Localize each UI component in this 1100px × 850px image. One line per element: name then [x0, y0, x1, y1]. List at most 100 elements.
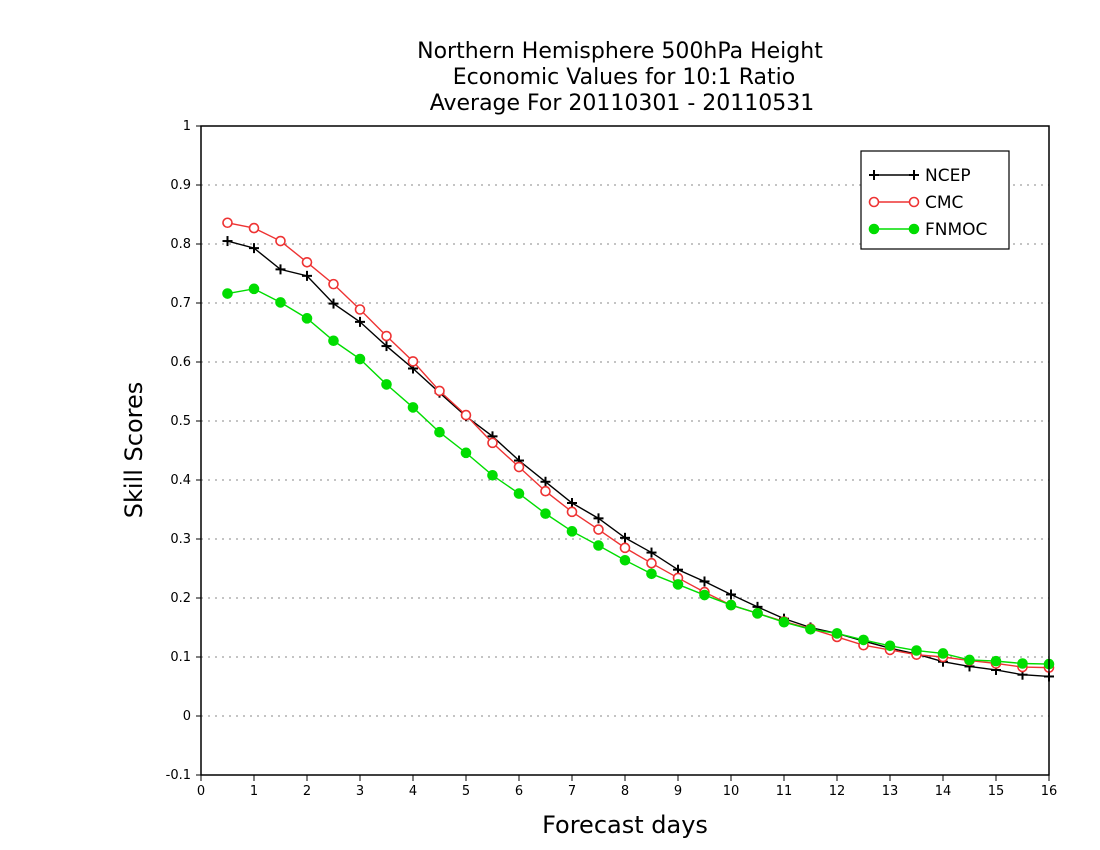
y-axis-label: Skill Scores — [120, 382, 148, 519]
fnmoc-point — [301, 313, 313, 324]
cmc-point — [487, 437, 498, 449]
y-tick-label: 0.7 — [170, 296, 191, 311]
fnmoc-point — [937, 648, 949, 659]
fnmoc-point — [222, 288, 233, 299]
ncep-point — [355, 316, 365, 327]
x-tick-label: 11 — [776, 784, 793, 799]
x-axis: 0 1 2 3 4 5 6 7 8 9 10 11 12 13 14 15 16 — [197, 775, 1057, 799]
cmc-point — [222, 217, 233, 229]
ncep-point — [249, 243, 259, 254]
x-tick-label: 6 — [515, 784, 523, 799]
ncep-point — [699, 576, 710, 587]
fnmoc-point — [646, 568, 657, 580]
ncep-point — [726, 589, 736, 600]
y-tick-label: 0.6 — [170, 355, 191, 370]
fnmoc-point — [354, 353, 366, 365]
chart-title: Northern Hemisphere 500hPa Height Econom… — [417, 39, 823, 116]
y-tick-label: 0.4 — [170, 473, 191, 488]
cmc-point — [248, 222, 260, 234]
x-tick-label: 16 — [1041, 784, 1058, 799]
cmc-point — [434, 385, 445, 397]
ncep-point — [381, 341, 392, 352]
x-tick-label: 8 — [621, 784, 629, 799]
legend-marker — [868, 223, 880, 235]
y-tick-label: 0.2 — [170, 591, 191, 606]
fnmoc-point — [328, 335, 339, 347]
fnmoc-point — [248, 283, 260, 295]
series-fnmoc — [222, 283, 1055, 670]
y-axis: -0.1 0 0.1 0.2 0.3 0.4 0.5 0.6 0.7 0.8 0.9 1 — [166, 119, 201, 783]
fnmoc-point — [434, 426, 445, 438]
ncep-point — [302, 270, 312, 281]
x-tick-label: 1 — [250, 784, 258, 799]
x-tick-label: 14 — [935, 784, 952, 799]
fnmoc-point — [487, 469, 498, 481]
ncep-point — [328, 298, 339, 309]
ncep-point — [222, 236, 233, 247]
legend: NCEP CMC FNMOC — [860, 150, 1010, 250]
cmc-point — [460, 409, 472, 421]
fnmoc-point — [884, 640, 896, 652]
fnmoc-point — [1017, 658, 1028, 669]
ncep-line — [227, 240, 1050, 678]
series-layer — [222, 217, 1055, 682]
y-tick-label: 0 — [183, 709, 191, 724]
x-tick-label: 4 — [409, 784, 417, 799]
cmc-point — [540, 485, 551, 497]
cmc-point — [566, 506, 578, 518]
ncep-point — [540, 476, 551, 487]
fnmoc-point — [460, 447, 472, 459]
fnmoc-point — [513, 488, 525, 499]
legend-box — [860, 150, 1010, 250]
y-tick-label: 0.9 — [170, 178, 191, 193]
cmc-line — [227, 222, 1050, 669]
x-tick-label: 7 — [568, 784, 576, 799]
cmc-point — [646, 557, 657, 569]
x-tick-label: 13 — [882, 784, 899, 799]
legend-marker — [908, 223, 920, 235]
y-tick-label: 0.5 — [170, 414, 191, 429]
gridlines — [201, 184, 1049, 717]
fnmoc-point — [990, 655, 1002, 667]
fnmoc-point — [805, 623, 816, 635]
x-tick-label: 0 — [197, 784, 205, 799]
legend-marker — [908, 196, 920, 208]
ncep-point — [593, 513, 604, 524]
x-tick-label: 9 — [674, 784, 682, 799]
legend-item-fnmoc: FNMOC — [868, 220, 987, 240]
x-tick-label: 15 — [988, 784, 1005, 799]
cmc-point — [354, 304, 366, 315]
y-tick-label: -0.1 — [166, 768, 191, 783]
fnmoc-point — [275, 297, 286, 308]
legend-marker — [909, 170, 919, 180]
x-tick-label: 12 — [829, 784, 846, 799]
y-tick-label: 0.8 — [170, 237, 191, 252]
ncep-point — [567, 498, 577, 509]
fnmoc-line — [227, 288, 1050, 665]
fnmoc-point — [911, 645, 922, 656]
fnmoc-point — [407, 402, 419, 413]
fnmoc-point — [672, 579, 684, 590]
cmc-point — [381, 330, 392, 342]
fnmoc-point — [566, 526, 578, 537]
legend-marker — [868, 196, 880, 208]
fnmoc-point — [381, 379, 392, 390]
legend-marker — [869, 170, 879, 180]
x-tick-label: 5 — [462, 784, 470, 799]
legend-label-fnmoc: FNMOC — [925, 220, 987, 240]
fnmoc-point — [540, 508, 551, 519]
legend-item-ncep: NCEP — [869, 166, 971, 186]
fnmoc-point — [619, 554, 631, 566]
fnmoc-point — [831, 628, 843, 639]
chart-title-line-2: Economic Values for 10:1 Ratio — [453, 65, 795, 90]
fnmoc-point — [725, 599, 737, 611]
y-tick-label: 0.3 — [170, 532, 191, 547]
cmc-point — [328, 278, 339, 290]
cmc-point — [275, 235, 286, 247]
ncep-point — [620, 532, 630, 543]
fnmoc-point — [699, 589, 710, 601]
fnmoc-point — [593, 540, 604, 551]
cmc-point — [407, 356, 419, 367]
cmc-point — [301, 256, 313, 268]
